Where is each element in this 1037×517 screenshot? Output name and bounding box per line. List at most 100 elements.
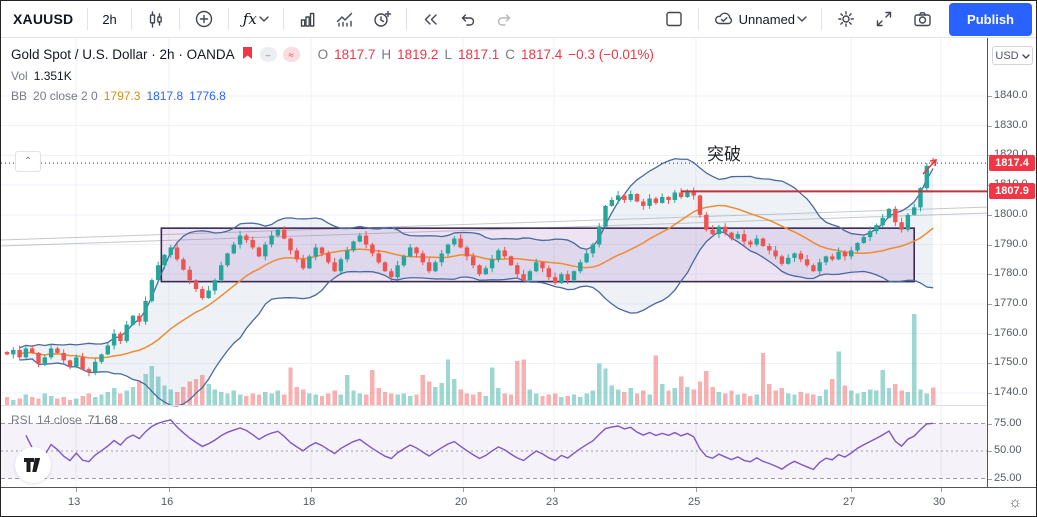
price-axis-label: 1740.0 — [994, 386, 1028, 398]
time-axis[interactable]: 13 16 18 20 23 25 27 30 — [1, 487, 1036, 516]
bars-curve-icon — [335, 10, 354, 29]
chevron-down-icon — [259, 16, 269, 22]
fx-icon: ƒx — [242, 10, 257, 28]
candles-icon — [146, 10, 165, 29]
rsi-line — [25, 419, 934, 471]
price-chart-canvas[interactable] — [1, 38, 989, 489]
divider — [87, 8, 89, 30]
chevron-down-icon — [797, 16, 807, 22]
price-axis-label: 1800.0 — [994, 207, 1028, 220]
price-axis-label: 1840.0 — [994, 89, 1028, 101]
rsi-band — [1, 423, 989, 479]
forecast-button[interactable] — [327, 6, 362, 33]
fullscreen-button[interactable] — [866, 5, 902, 33]
bb-basis-value: 1797.3 — [103, 89, 141, 103]
toolbar-left-group: XAUUSD 2h ƒx — [5, 5, 522, 33]
rsi-legend-row[interactable]: RSI 14 close 71.68 — [11, 413, 118, 427]
ohlc-close: 1817.4 — [521, 47, 563, 62]
price-label-chip[interactable]: 1807.9 — [989, 183, 1035, 200]
volume-label: Vol — [11, 69, 28, 83]
undo-button[interactable] — [450, 6, 485, 33]
volume-bars — [4, 314, 936, 405]
ohlc-low: 1817.1 — [457, 47, 500, 62]
time-axis-label: 23 — [546, 496, 559, 508]
trend-line — [1, 212, 989, 247]
price-axis[interactable]: USD 1840.01830.01820.01810.01800.01790.0… — [987, 38, 1036, 487]
indicators-button[interactable]: ƒx — [235, 6, 277, 32]
rsi-label: RSI — [11, 413, 32, 427]
range-box-drawing[interactable] — [160, 227, 915, 283]
price-axis-label: 1780.0 — [994, 267, 1028, 280]
trend-line — [1, 206, 989, 241]
divider — [405, 8, 407, 30]
templates-button[interactable] — [290, 6, 325, 33]
candles-series — [4, 157, 936, 377]
divider — [282, 8, 284, 30]
replay-button[interactable] — [413, 6, 448, 33]
ohlc-high: 1819.2 — [397, 47, 439, 62]
alert-button[interactable] — [364, 5, 400, 33]
price-axis-label: 1830.0 — [994, 118, 1028, 131]
rsi-value: 71.68 — [87, 413, 118, 427]
ohlc-label-c: C — [505, 47, 515, 62]
layout-name: Unnamed — [738, 11, 796, 27]
divider — [821, 8, 823, 30]
symbol-title: Gold Spot / U.S. Dollar · 2h · OANDA — [11, 47, 235, 62]
chart-pane[interactable]: Gold Spot / U.S. Dollar · 2h · OANDA ‒ ≈… — [1, 38, 1036, 516]
time-axis-label: 13 — [68, 496, 81, 508]
divider — [227, 8, 229, 30]
time-axis-label: 16 — [161, 496, 174, 508]
bb-upper-value: 1817.8 — [146, 89, 184, 103]
settings-button[interactable] — [828, 5, 864, 33]
divider — [130, 8, 132, 30]
ohlc-open: 1817.7 — [334, 47, 376, 62]
legend-collapse-button[interactable]: ⌃ — [15, 151, 41, 172]
redo-arrow-icon — [495, 10, 514, 29]
fullscreen-icon — [874, 9, 894, 29]
price-axis-label: 1790.0 — [994, 237, 1028, 250]
columns-icon — [298, 10, 317, 29]
symbol-button[interactable]: XAUUSD — [5, 7, 81, 31]
ohlc-label-h: H — [381, 47, 392, 62]
change-value: −0.3 (−0.01%) — [568, 47, 654, 62]
rsi-axis-label: 25.00 — [994, 471, 1022, 484]
time-axis-label: 18 — [303, 496, 316, 508]
visibility-toggle-icon[interactable]: ‒ — [259, 47, 277, 62]
ohlc-label-l: L — [444, 47, 452, 62]
gear-icon — [836, 9, 856, 29]
interval-button[interactable]: 2h — [94, 8, 124, 31]
sun-settings-icon[interactable]: ☼ — [1008, 494, 1022, 511]
currency-dropdown[interactable]: USD — [992, 46, 1033, 65]
bb-label: BB — [11, 89, 28, 103]
publish-button[interactable]: Publish — [949, 2, 1032, 36]
price-axis-label: 1760.0 — [994, 326, 1028, 339]
chart-legend: Gold Spot / U.S. Dollar · 2h · OANDA ‒ ≈… — [11, 46, 654, 109]
rewind-icon — [421, 10, 440, 29]
rsi-axis-label: 50.00 — [994, 444, 1022, 456]
tradingview-logo[interactable] — [15, 447, 51, 483]
layout-square-icon — [664, 9, 684, 29]
volume-legend-row[interactable]: Vol 1.351K — [11, 69, 654, 83]
time-axis-label: 30 — [933, 496, 946, 508]
symbol-legend-row[interactable]: Gold Spot / U.S. Dollar · 2h · OANDA ‒ ≈… — [11, 46, 654, 63]
chart-style-button[interactable] — [138, 6, 173, 33]
flag-icon[interactable] — [241, 46, 254, 63]
redo-button[interactable] — [487, 6, 522, 33]
save-layout-button[interactable]: Unnamed — [705, 5, 815, 33]
divider — [697, 8, 699, 30]
rsi-axis-label: 75.00 — [994, 416, 1022, 429]
price-label-chip[interactable]: 1817.4 — [989, 155, 1035, 172]
gridlines — [1, 38, 989, 489]
alarm-clock-plus-icon — [372, 9, 392, 29]
compare-button[interactable] — [186, 5, 222, 33]
price-axis-label: 1770.0 — [994, 296, 1028, 309]
camera-icon — [912, 9, 933, 29]
market-status-icon[interactable]: ≈ — [282, 47, 300, 62]
breakout-text-annotation[interactable]: 突破 — [707, 145, 741, 164]
divider — [178, 8, 180, 30]
arrow-drawing[interactable] — [922, 159, 937, 175]
layout-button[interactable] — [656, 5, 692, 33]
bollinger-legend-row[interactable]: BB 20 close 2 0 1797.3 1817.8 1776.8 — [11, 89, 654, 103]
snapshot-button[interactable] — [904, 5, 941, 33]
